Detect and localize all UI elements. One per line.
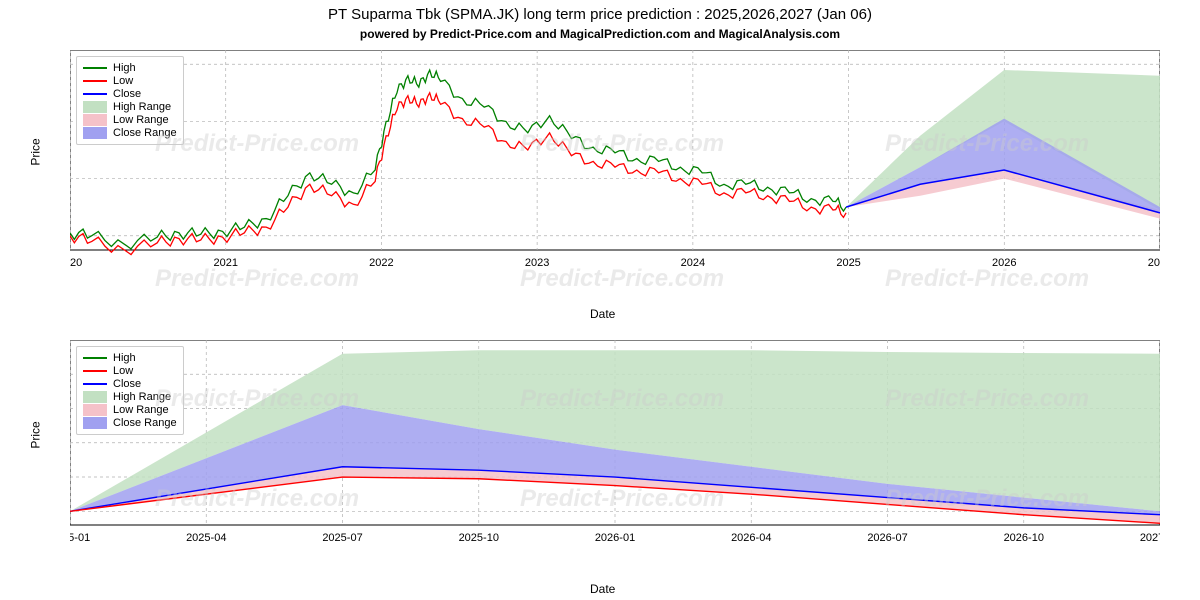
legend-swatch (83, 383, 107, 385)
legend-swatch (83, 370, 107, 372)
legend-swatch (83, 93, 107, 95)
svg-text:2026-07: 2026-07 (867, 532, 907, 544)
chart2: 3004005006007002025-012025-042025-072025… (70, 340, 1160, 560)
svg-text:2025-01: 2025-01 (70, 532, 90, 544)
legend-swatch (83, 404, 107, 416)
chart2-xlabel: Date (590, 582, 615, 596)
legend-item: Close Range (83, 127, 177, 139)
svg-text:2025-07: 2025-07 (322, 532, 362, 544)
legend-swatch (83, 101, 107, 113)
legend-swatch (83, 127, 107, 139)
legend-item: High (83, 62, 177, 74)
chart1-ylabel: Price (29, 138, 43, 165)
legend-swatch (83, 417, 107, 429)
svg-text:2026-10: 2026-10 (1004, 532, 1044, 544)
svg-text:2027-01: 2027-01 (1140, 532, 1160, 544)
legend-item: High Range (83, 101, 177, 113)
svg-text:2021: 2021 (213, 257, 237, 269)
legend-label: High (113, 62, 136, 74)
svg-text:2025-10: 2025-10 (459, 532, 499, 544)
legend-label: Low (113, 365, 133, 377)
legend-label: High Range (113, 391, 171, 403)
chart1: 2004006008002020202120222023202420252026… (70, 50, 1160, 285)
svg-text:2022: 2022 (369, 257, 393, 269)
legend-item: Close (83, 88, 177, 100)
legend-label: Close (113, 378, 141, 390)
svg-text:2026-04: 2026-04 (731, 532, 771, 544)
chart1-svg: 2004006008002020202120222023202420252026… (70, 50, 1160, 285)
svg-text:2020: 2020 (70, 257, 82, 269)
legend-item: Low (83, 75, 177, 87)
chart2-ylabel: Price (29, 421, 43, 448)
legend-item: Close Range (83, 417, 177, 429)
legend-label: Close (113, 88, 141, 100)
legend-item: High (83, 352, 177, 364)
legend-item: Close (83, 378, 177, 390)
legend-item: Low Range (83, 114, 177, 126)
legend-item: High Range (83, 391, 177, 403)
svg-text:2027: 2027 (1148, 257, 1160, 269)
legend-item: Low Range (83, 404, 177, 416)
svg-text:2025: 2025 (836, 257, 860, 269)
legend-swatch (83, 67, 107, 69)
legend-label: Close Range (113, 417, 177, 429)
chart2-svg: 3004005006007002025-012025-042025-072025… (70, 340, 1160, 560)
legend-label: Low (113, 75, 133, 87)
legend-swatch (83, 80, 107, 82)
svg-text:2023: 2023 (525, 257, 549, 269)
svg-text:2026: 2026 (992, 257, 1016, 269)
svg-text:2025-04: 2025-04 (186, 532, 226, 544)
chart-title: PT Suparma Tbk (SPMA.JK) long term price… (0, 6, 1200, 23)
legend-label: Low Range (113, 404, 169, 416)
legend-swatch (83, 357, 107, 359)
svg-text:2026-01: 2026-01 (595, 532, 635, 544)
chart1-legend: HighLowCloseHigh RangeLow RangeClose Ran… (76, 56, 184, 145)
legend-label: High Range (113, 101, 171, 113)
legend-swatch (83, 391, 107, 403)
legend-swatch (83, 114, 107, 126)
chart-subtitle: powered by Predict-Price.com and Magical… (0, 27, 1200, 41)
legend-item: Low (83, 365, 177, 377)
legend-label: Close Range (113, 127, 177, 139)
chart1-xlabel: Date (590, 307, 615, 321)
legend-label: High (113, 352, 136, 364)
legend-label: Low Range (113, 114, 169, 126)
chart2-legend: HighLowCloseHigh RangeLow RangeClose Ran… (76, 346, 184, 435)
svg-text:2024: 2024 (681, 257, 705, 269)
